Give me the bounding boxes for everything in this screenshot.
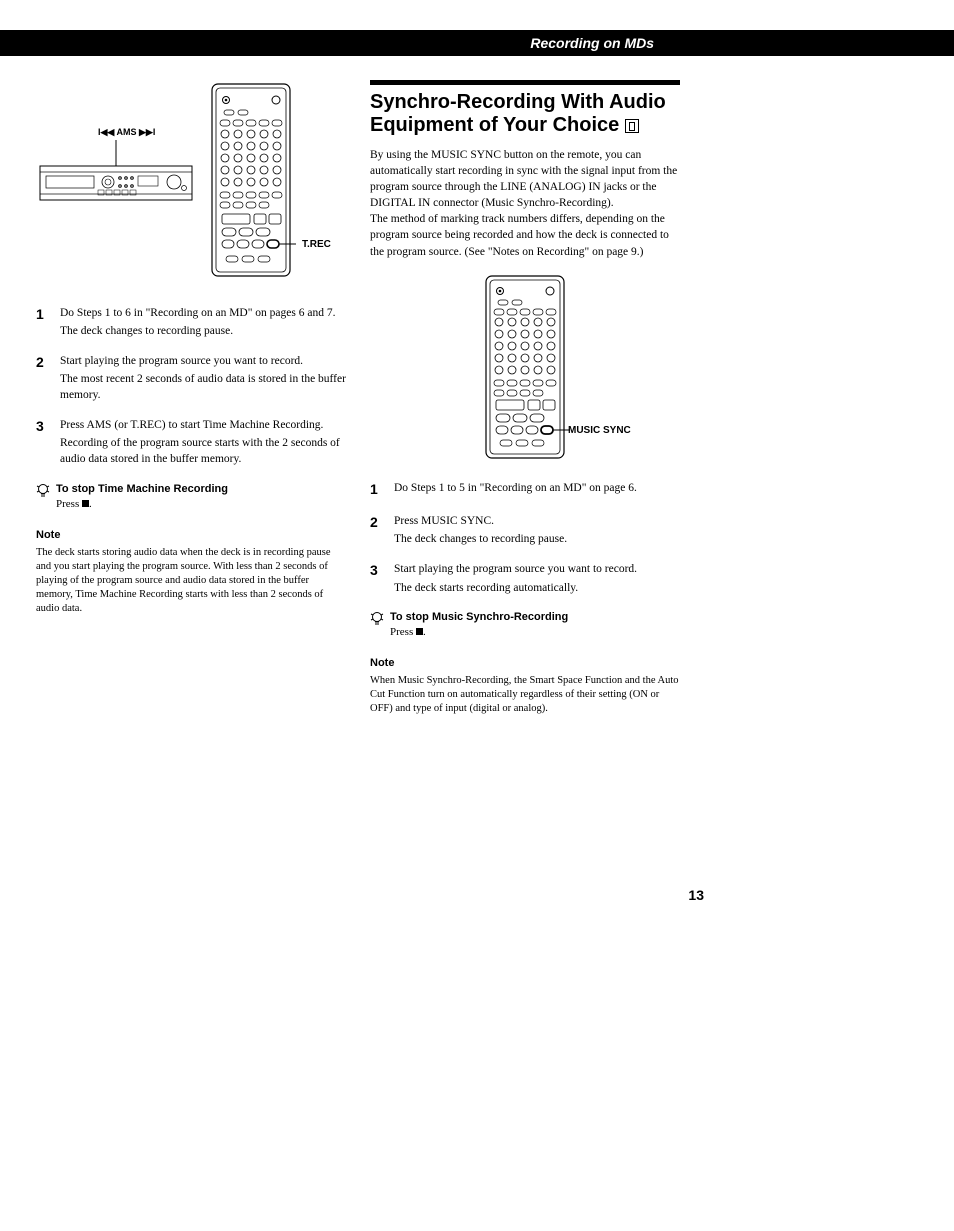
remote-icon [625,119,639,133]
section-rule [370,80,680,85]
left-note-title: Note [36,528,346,543]
right-step-1: 1 Do Steps 1 to 5 in "Recording on an MD… [370,480,680,500]
step-number: 2 [370,513,394,547]
step-text-2: The deck changes to recording pause. [394,531,680,547]
step-text-2: The deck starts recording automatically. [394,580,680,596]
step-text: Press AMS (or T.REC) to start Time Machi… [60,417,346,433]
right-note-title: Note [370,656,680,671]
left-note-body: The deck starts storing audio data when … [36,546,346,617]
right-column: Synchro-Recording With Audio Equipment o… [370,80,680,716]
step-text: Do Steps 1 to 6 in "Recording on an MD" … [60,305,346,321]
left-column: I◀◀ AMS ▶▶I [36,80,346,716]
tip-title: To stop Time Machine Recording [56,482,228,497]
trec-label: T.REC [302,238,331,252]
left-tip: To stop Time Machine Recording Press . [36,482,346,513]
right-tip: To stop Music Synchro-Recording Press . [370,610,680,641]
ams-label: I◀◀ AMS ▶▶I [98,127,155,137]
step-text-2: The deck changes to recording pause. [60,323,346,339]
music-sync-label: MUSIC SYNC [568,424,631,438]
step-text-2: Recording of the program source starts w… [60,435,346,467]
intro-text: By using the MUSIC SYNC button on the re… [370,147,680,260]
deck-diagram: I◀◀ AMS ▶▶I [36,80,196,215]
right-step-3: 3 Start playing the program source you w… [370,561,680,595]
section-title: Synchro-Recording With Audio Equipment o… [370,91,680,137]
stop-icon [82,500,89,507]
header-bar: Recording on MDs [0,30,954,56]
tip-bulb-icon [370,611,384,627]
step-number: 3 [36,417,60,467]
tip-text: Press . [390,625,568,640]
step-number: 1 [36,305,60,339]
stop-icon [416,628,423,635]
page-number: 13 [0,886,704,906]
step-number: 1 [370,480,394,500]
step-text: Do Steps 1 to 5 in "Recording on an MD" … [394,480,680,496]
step-number: 3 [370,561,394,595]
step-text-2: The most recent 2 seconds of audio data … [60,371,346,403]
header-title: Recording on MDs [530,34,654,54]
step-text: Press MUSIC SYNC. [394,513,680,529]
right-note-body: When Music Synchro-Recording, the Smart … [370,674,680,717]
remote-diagram-left: T.REC [206,80,296,285]
left-step-1: 1 Do Steps 1 to 6 in "Recording on an MD… [36,305,346,339]
left-step-2: 2 Start playing the program source you w… [36,353,346,403]
left-step-3: 3 Press AMS (or T.REC) to start Time Mac… [36,417,346,467]
tip-bulb-icon [36,483,50,499]
remote-diagram-right: MUSIC SYNC [370,272,680,462]
right-step-2: 2 Press MUSIC SYNC. The deck changes to … [370,513,680,547]
step-number: 2 [36,353,60,403]
page-content: I◀◀ AMS ▶▶I [0,56,954,716]
step-text: Start playing the program source you wan… [60,353,346,369]
left-diagrams: I◀◀ AMS ▶▶I [36,80,346,285]
tip-text: Press . [56,497,228,512]
step-text: Start playing the program source you wan… [394,561,680,577]
tip-title: To stop Music Synchro-Recording [390,610,568,625]
